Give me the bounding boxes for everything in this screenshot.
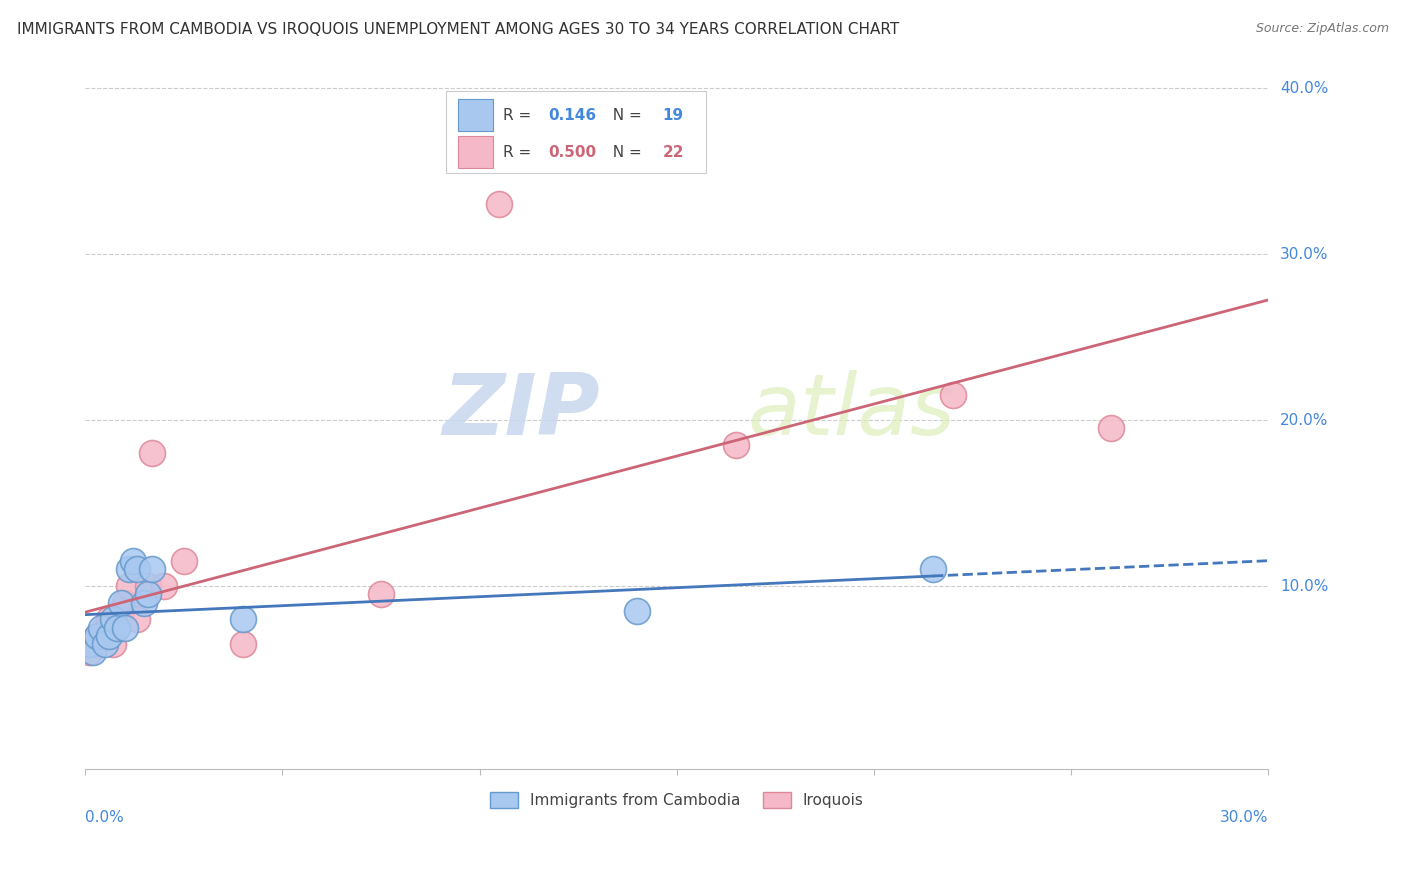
Point xyxy=(724,438,747,452)
Point xyxy=(101,637,124,651)
Point xyxy=(82,637,104,651)
FancyBboxPatch shape xyxy=(458,136,494,168)
Text: 0.500: 0.500 xyxy=(548,145,596,160)
Text: IMMIGRANTS FROM CAMBODIA VS IROQUOIS UNEMPLOYMENT AMONG AGES 30 TO 34 YEARS CORR: IMMIGRANTS FROM CAMBODIA VS IROQUOIS UNE… xyxy=(17,22,898,37)
Text: atlas: atlas xyxy=(748,370,956,453)
Legend: Immigrants from Cambodia, Iroquois: Immigrants from Cambodia, Iroquois xyxy=(484,786,870,814)
Point xyxy=(173,554,195,568)
Point xyxy=(118,562,141,576)
Point xyxy=(141,446,163,460)
Point xyxy=(138,579,160,593)
Point xyxy=(90,621,112,635)
Point xyxy=(90,629,112,643)
Point xyxy=(94,637,117,651)
Point xyxy=(370,587,392,601)
Point xyxy=(77,645,100,659)
Point xyxy=(86,629,108,643)
Text: R =: R = xyxy=(503,108,536,123)
Point xyxy=(97,612,120,626)
Point xyxy=(101,612,124,626)
Point xyxy=(232,612,254,626)
Text: 30.0%: 30.0% xyxy=(1281,247,1329,261)
Point xyxy=(114,621,136,635)
Text: Source: ZipAtlas.com: Source: ZipAtlas.com xyxy=(1256,22,1389,36)
Point xyxy=(105,621,128,635)
Text: 40.0%: 40.0% xyxy=(1281,81,1329,95)
FancyBboxPatch shape xyxy=(458,99,494,131)
Point xyxy=(121,554,143,568)
Point xyxy=(105,621,128,635)
Point xyxy=(1099,421,1122,435)
Point xyxy=(118,579,141,593)
Text: 10.0%: 10.0% xyxy=(1281,579,1329,593)
Point xyxy=(141,562,163,576)
Point xyxy=(77,637,100,651)
Point xyxy=(114,596,136,610)
Point xyxy=(110,604,132,618)
Text: 0.146: 0.146 xyxy=(548,108,596,123)
FancyBboxPatch shape xyxy=(446,91,706,173)
Text: ZIP: ZIP xyxy=(443,370,600,453)
Point xyxy=(922,562,945,576)
Point xyxy=(153,579,176,593)
Point xyxy=(97,629,120,643)
Point xyxy=(125,562,148,576)
Point xyxy=(110,596,132,610)
Point xyxy=(82,645,104,659)
Text: N =: N = xyxy=(603,145,647,160)
Point xyxy=(942,388,965,402)
Point xyxy=(94,621,117,635)
Point xyxy=(134,596,156,610)
Text: R =: R = xyxy=(503,145,536,160)
Text: 22: 22 xyxy=(662,145,685,160)
Text: 0.0%: 0.0% xyxy=(86,810,124,825)
Text: 19: 19 xyxy=(662,108,683,123)
Text: N =: N = xyxy=(603,108,647,123)
Point xyxy=(232,637,254,651)
Point xyxy=(138,587,160,601)
Text: 20.0%: 20.0% xyxy=(1281,413,1329,427)
Point xyxy=(125,612,148,626)
Text: 30.0%: 30.0% xyxy=(1220,810,1268,825)
Point xyxy=(626,604,648,618)
Point xyxy=(488,197,510,211)
Point xyxy=(86,629,108,643)
